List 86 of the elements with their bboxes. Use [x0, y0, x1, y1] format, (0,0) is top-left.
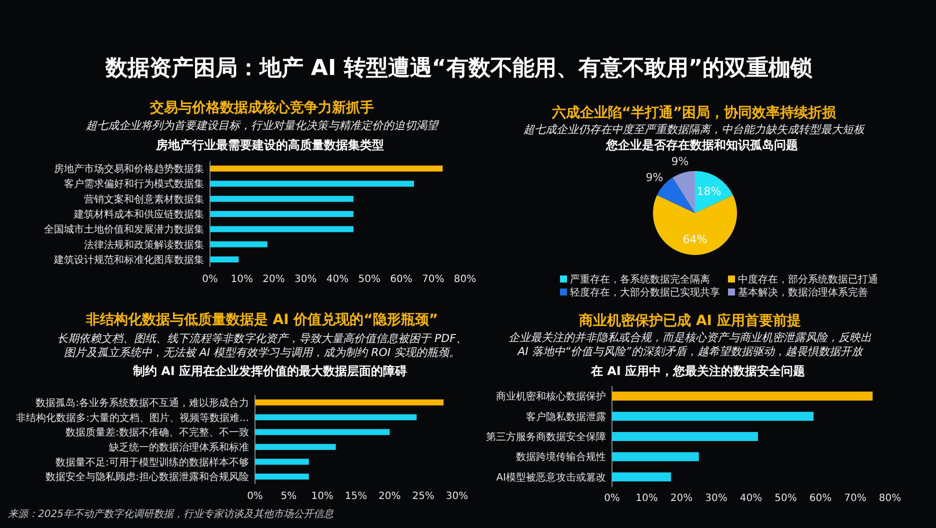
bar [255, 444, 336, 450]
bar [210, 211, 354, 217]
bar [210, 256, 239, 262]
x-tick-label: 30% [446, 491, 468, 502]
x-tick-label: 40% [740, 493, 762, 504]
x-tick-label: 50% [774, 493, 797, 504]
bar [612, 472, 672, 482]
x-tick-label: 50% [358, 274, 380, 285]
source-note: 来源：2025年不动产数字化调研数据，行业专家访谈及其他市场公开信息 [8, 508, 334, 520]
x-tick-label: 0% [202, 274, 218, 285]
data-label: 64% [682, 232, 708, 246]
pie-slice [695, 171, 734, 213]
bar [255, 429, 390, 436]
text: 数据资产困局：地产 AI 转型遭遇“有数不能用、有意不敢用”的双重枷锁 [104, 55, 813, 81]
bar [255, 474, 309, 480]
x-tick-label: 30% [705, 493, 728, 504]
y-tick-label: 非结构化数据多:大量的文档、图片、视频等数据难... [16, 412, 249, 424]
y-tick-label: 数据安全与隐私顾虑:担心数据泄露和合规风险 [46, 471, 249, 484]
data-label: 9% [646, 171, 664, 184]
y-tick-label: 营销文案和创意素材数据集 [84, 193, 204, 206]
y-tick-label: 客户隐私数据泄露 [526, 410, 606, 423]
bar [255, 399, 444, 406]
bar [210, 226, 354, 232]
x-tick-label: 0% [247, 491, 263, 502]
y-tick-label: AI模型被恶意攻击或篡改 [496, 471, 606, 484]
x-tick-label: 20% [378, 491, 401, 502]
x-tick-label: 70% [844, 493, 866, 504]
x-tick-label: 25% [412, 491, 434, 502]
x-tick-label: 60% [390, 274, 412, 285]
chart-subtitle: 长期依赖文档、图纸、线下流程等非数字化资产，导致大量高价值信息被困于 PDF、图片及孤立系统中，无法被 AI 模型有效学习与调用，成为制约 ROI 实现的瓶颈。 [57, 332, 467, 359]
legend-label: 中度存在，部分系统数据已打通 [738, 274, 878, 286]
bar [612, 432, 758, 441]
data-label: 9% [671, 154, 689, 168]
x-tick-label: 40% [326, 274, 349, 285]
pie-slice [653, 195, 737, 255]
legend-label: 严重存在，各系统数据完全隔离 [570, 274, 710, 286]
x-tick-label: 80% [878, 493, 902, 504]
bar [255, 458, 309, 465]
bar [210, 180, 414, 187]
bar [210, 241, 268, 248]
x-tick-label: 70% [422, 274, 444, 285]
y-tick-label: 缺乏统一的数据治理体系和标准 [109, 441, 249, 454]
y-tick-label: 第三方服务商数据安全保障 [486, 431, 606, 443]
x-tick-label: 20% [262, 274, 285, 285]
chart-title: 交易与价格数据成核心竞争力新抓手 [149, 99, 374, 116]
y-tick-label: 客户需求偏好和行为模式数据集 [64, 178, 204, 190]
chart-title: 六成企业陷“半打通”困局，协同效率持续折损 [550, 104, 838, 121]
y-tick-label: 数据量不足:可用于模型训练的数据样本不够 [56, 456, 249, 468]
y-tick-label: 建筑材料成本和供应链数据集 [73, 208, 204, 220]
chart-title: 商业机密保护已成 AI 应用首要前提 [578, 312, 801, 329]
x-tick-label: 30% [294, 274, 317, 285]
text: 您企业是否存在数据和知识孤岛问题 [605, 138, 798, 152]
y-tick-label: 数据跨境传输合规性 [516, 451, 606, 464]
x-tick-label: 10% [311, 491, 334, 502]
x-tick-label: 15% [344, 491, 368, 502]
bar [210, 166, 443, 172]
x-tick-label: 60% [809, 493, 832, 504]
x-tick-label: 10% [230, 274, 253, 285]
y-tick-label: 全国城市土地价值和发展潜力数据集 [44, 224, 204, 236]
y-tick-label: 法律法规和政策解读数据集 [84, 238, 204, 251]
y-tick-label: 建筑设计规范和标准化图库数据集 [53, 254, 204, 266]
chart-subtitle: 超七成企业将列为首要建设目标，行业对量化决策与精准定价的迫切渴望 [86, 119, 440, 132]
legend-label: 轻度存在，大部分数据已实现共享 [570, 286, 720, 298]
text: 在 AI 应用中，您最关注的数据安全问题 [590, 364, 806, 378]
chart-title: 非结构化数据与低质量数据是 AI 价值兑现的“隐形瓶颈” [84, 311, 438, 328]
bar [612, 392, 873, 401]
y-tick-label: 数据质量差:数据不准确、不完整、不一致 [66, 426, 249, 439]
text: 房地产行业最需要建设的高质量数据集类型 [155, 138, 384, 152]
bar [210, 196, 354, 202]
data-label: 18% [696, 184, 722, 198]
bar [612, 452, 699, 462]
x-tick-label: 5% [280, 491, 297, 502]
x-tick-label: 10% [636, 493, 658, 504]
legend-label: 基本解决，数据治理体系完善 [738, 286, 868, 298]
text: 制约 AI 应用在企业发挥价值的最大数据层面的障碍 [132, 364, 408, 378]
bar [612, 412, 814, 421]
y-tick-label: 房地产市场交易和价格趋势数据集 [54, 163, 204, 176]
pie-slice [672, 171, 695, 213]
y-tick-label: 数据孤岛:各业务系统数据不互通，难以形成合力 [36, 396, 249, 409]
x-tick-label: 80% [454, 274, 476, 285]
bar [255, 414, 417, 420]
y-tick-label: 商业机密和核心数据保护 [496, 390, 606, 403]
chart-subtitle: 超七成企业仍存在中度至严重数据隔离，中台能力缺失成转型最大短板 [524, 123, 866, 136]
x-tick-label: 20% [670, 493, 693, 504]
chart-subtitle: 企业最关注的并非隐私或合规，而是核心资产与商业机密泄露风险，反映出AI 落地中“价值与风险”的深刻矛盾，越希望数据驱动，越畏惧数据开放 [508, 331, 872, 358]
x-tick-label: 0% [604, 493, 620, 504]
